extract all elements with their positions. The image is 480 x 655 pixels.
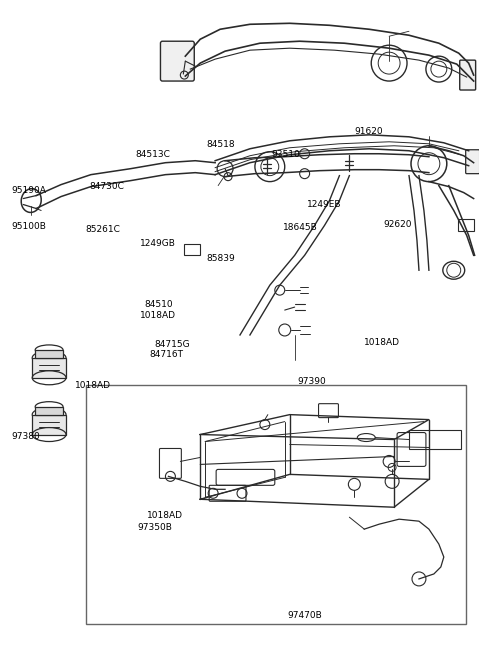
Text: 97470B: 97470B <box>288 611 323 620</box>
Text: 1249GB: 1249GB <box>140 240 176 248</box>
Text: 84715G: 84715G <box>154 340 190 349</box>
Bar <box>32 358 66 378</box>
Text: 91620: 91620 <box>355 126 383 136</box>
Text: 84513C: 84513C <box>135 150 170 159</box>
Text: 92620: 92620 <box>383 220 412 229</box>
Text: 84518: 84518 <box>206 140 235 149</box>
Bar <box>35 350 63 358</box>
Text: 95100B: 95100B <box>11 222 46 231</box>
Text: 18645B: 18645B <box>283 223 318 232</box>
Text: 84716T: 84716T <box>149 350 183 360</box>
Bar <box>86 384 466 624</box>
FancyBboxPatch shape <box>466 150 480 174</box>
Text: 95190A: 95190A <box>11 186 46 195</box>
Text: 1018AD: 1018AD <box>147 512 183 521</box>
Text: 1018AD: 1018AD <box>140 310 176 320</box>
Text: 97380: 97380 <box>11 432 40 441</box>
Text: 93510: 93510 <box>271 150 300 159</box>
Text: 1018AD: 1018AD <box>75 381 111 390</box>
FancyBboxPatch shape <box>160 41 194 81</box>
Bar <box>32 415 66 434</box>
Text: 97390: 97390 <box>297 377 326 386</box>
Text: 1018AD: 1018AD <box>364 338 400 347</box>
Text: 85261C: 85261C <box>85 225 120 234</box>
Bar <box>409 430 461 449</box>
Text: 1249EB: 1249EB <box>307 200 341 210</box>
Bar <box>35 407 63 415</box>
Text: 97350B: 97350B <box>137 523 172 532</box>
FancyBboxPatch shape <box>460 60 476 90</box>
Text: 85839: 85839 <box>206 254 235 263</box>
Text: 84730C: 84730C <box>90 182 124 191</box>
Text: 84510: 84510 <box>144 300 173 309</box>
